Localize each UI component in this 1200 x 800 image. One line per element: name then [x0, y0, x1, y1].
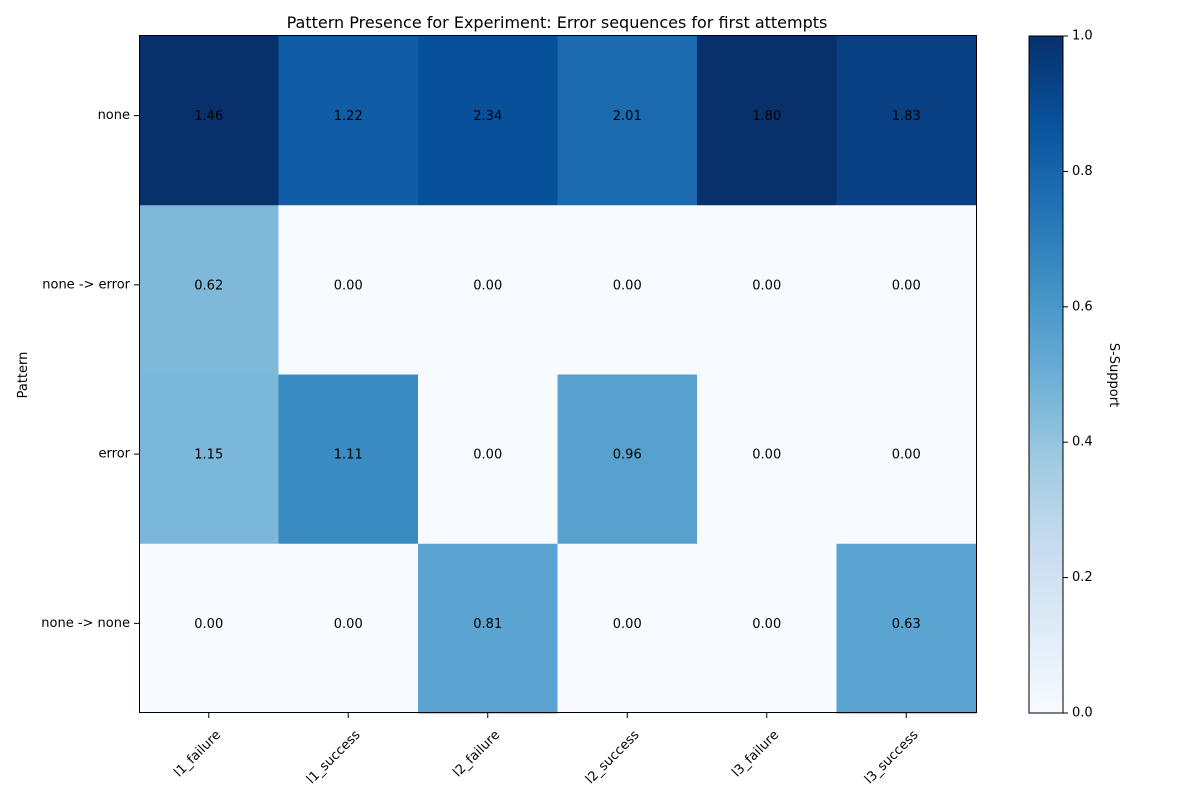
colorbar-label: S-Support — [1106, 343, 1121, 407]
cell-value-label: 0.96 — [613, 448, 642, 463]
colorbar-tick-label: 1.0 — [1072, 29, 1093, 44]
cell-value-label: 0.00 — [334, 278, 363, 293]
heatmap-cell — [139, 543, 279, 714]
colorbar-tick-label: 0.0 — [1072, 706, 1093, 721]
colorbar-tick-label: 0.6 — [1072, 299, 1093, 314]
heatmap-cell — [139, 36, 279, 206]
x-tick-label: l2_failure — [450, 728, 503, 781]
heatmap-cell — [836, 205, 977, 375]
colorbar-ticks: 0.0 0.2 0.4 0.6 0.8 1.0 — [1063, 29, 1093, 721]
cell-value-label: 1.22 — [334, 109, 363, 124]
colorbar-tick-label: 0.2 — [1072, 570, 1093, 585]
heatmap-cell — [278, 36, 419, 206]
heatmap-cell — [557, 374, 698, 545]
heatmap-cell — [836, 36, 977, 206]
heatmap-cell — [278, 543, 419, 714]
y-axis-ticks: none none -> error error none -> none — [41, 108, 139, 631]
cell-value-label: 0.00 — [473, 278, 502, 293]
heatmap-cell — [557, 36, 698, 206]
colorbar-tick-label: 0.8 — [1072, 164, 1093, 179]
heatmap-cell — [139, 205, 279, 375]
cell-value-label: 1.11 — [334, 448, 363, 463]
heatmap-cell — [278, 205, 419, 375]
y-axis-label: Pattern — [16, 352, 31, 399]
cell-value-label: 0.00 — [752, 448, 781, 463]
cell-value-label: 1.80 — [752, 109, 781, 124]
heatmap-cells — [139, 36, 977, 714]
heatmap-cell — [418, 374, 558, 545]
cell-value-label: 0.81 — [473, 617, 502, 632]
cell-value-label: 0.00 — [473, 448, 502, 463]
cell-value-label: 0.00 — [613, 278, 642, 293]
heatmap-cell — [836, 374, 977, 545]
x-tick-label: l3_success — [862, 728, 922, 788]
cell-value-label: 2.01 — [613, 109, 642, 124]
heatmap-cell — [418, 205, 558, 375]
heatmap-cell — [697, 543, 837, 714]
y-tick-label: none — [98, 108, 130, 123]
cell-value-label: 0.00 — [752, 617, 781, 632]
heatmap-cell — [139, 374, 279, 545]
cell-value-labels: 1.46 1.22 2.34 2.01 1.80 1.83 0.62 0.00 0.00 0.00… — [194, 109, 920, 632]
colorbar — [1028, 35, 1064, 714]
cell-value-label: 0.62 — [194, 278, 223, 293]
x-tick-label: l1_success — [304, 728, 364, 788]
cell-value-label: 0.00 — [892, 278, 921, 293]
cell-value-label: 0.00 — [194, 617, 223, 632]
heatmap-cell — [418, 36, 558, 206]
cell-value-label: 0.00 — [892, 448, 921, 463]
x-axis-ticks: l1_failure l1_success l2_failure l2_success… — [171, 713, 922, 788]
plot-frame — [139, 35, 977, 713]
heatmap-cell — [278, 374, 419, 545]
x-tick-label: l3_failure — [729, 728, 782, 781]
cell-value-label: 0.00 — [334, 617, 363, 632]
heatmap-cell — [557, 205, 698, 375]
y-tick-label: none -> error — [42, 277, 130, 292]
y-tick-label: error — [99, 447, 131, 462]
cell-value-label: 1.15 — [194, 448, 223, 463]
heatmap-cell — [697, 374, 837, 545]
y-tick-label: none -> none — [41, 616, 130, 631]
cell-value-label: 2.34 — [473, 109, 502, 124]
heatmap-cell — [557, 543, 698, 714]
chart-title: Pattern Presence for Experiment: Error s… — [287, 13, 828, 32]
cell-value-label: 0.00 — [752, 278, 781, 293]
heatmap-cell — [697, 205, 837, 375]
cell-value-label: 0.00 — [613, 617, 642, 632]
heatmap-cell — [836, 543, 977, 714]
heatmap-cell — [418, 543, 558, 714]
heatmap-cell — [697, 36, 837, 206]
x-tick-label: l1_failure — [171, 728, 224, 781]
cell-value-label: 0.63 — [892, 617, 921, 632]
x-tick-label: l2_success — [583, 728, 643, 788]
colorbar-tick-label: 0.4 — [1072, 435, 1093, 450]
cell-value-label: 1.83 — [892, 109, 921, 124]
cell-value-label: 1.46 — [194, 109, 223, 124]
